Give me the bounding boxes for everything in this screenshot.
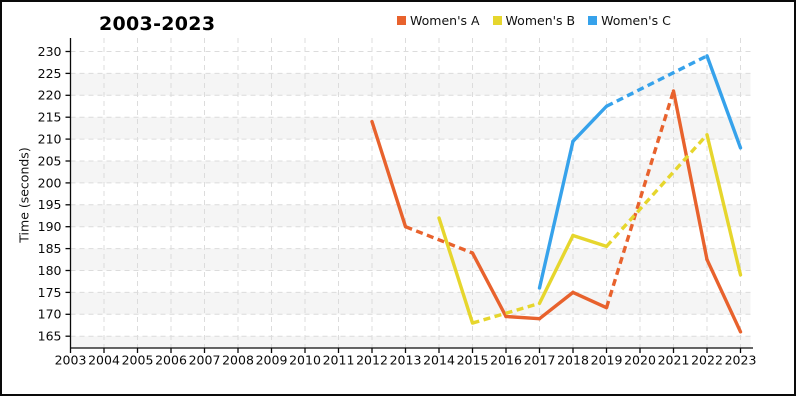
y-tick-label: 200 [38, 175, 62, 190]
x-tick-label: 2019 [591, 353, 623, 368]
women-s-b-solid-segment [437, 216, 475, 325]
y-axis-title: Time (seconds) [16, 147, 32, 243]
band [70, 292, 751, 315]
women-s-c-solid-segment [705, 54, 743, 150]
x-tick-label: 2013 [390, 353, 422, 368]
legend-swatch-womens-c [588, 16, 598, 25]
band [70, 248, 751, 271]
legend: Women's A Women's B Women's C [397, 13, 671, 28]
x-tick-label: 2010 [289, 353, 321, 368]
women-s-b-dashed-segment [605, 133, 709, 248]
women-s-a-solid-segment [671, 89, 709, 262]
women-s-a-dashed-segment [604, 90, 676, 309]
y-tick-label: 205 [38, 153, 62, 168]
tick-labels: 165 170 175 180 185 190 195 200 205 210 215 220 225 2… [38, 44, 757, 368]
legend-item-womens-c: Women's C [588, 13, 671, 28]
legend-label-womens-a: Women's A [410, 13, 480, 28]
x-tick-label: 2021 [658, 353, 690, 368]
women-s-a-solid-segment [537, 290, 575, 321]
legend-swatch-womens-b [492, 16, 502, 25]
x-tick-label: 2006 [155, 353, 187, 368]
y-tick-label: 185 [38, 241, 62, 256]
series-women-s-b [437, 133, 743, 325]
y-tick-label: 180 [38, 263, 62, 278]
women-s-b-solid-segment [571, 233, 609, 249]
x-tick-label: 2016 [490, 353, 522, 368]
series-women-s-c [537, 54, 743, 290]
women-s-a-solid-segment [705, 257, 743, 334]
x-tick-label: 2008 [222, 353, 254, 368]
x-tick-label: 2023 [725, 353, 757, 368]
x-tick-label: 2007 [189, 353, 221, 368]
x-tick-label: 2022 [691, 353, 723, 368]
women-s-b-solid-segment [537, 233, 575, 306]
background-bands [70, 73, 751, 348]
y-tick-label: 190 [38, 219, 62, 234]
x-tick-label: 2003 [55, 353, 87, 368]
legend-label-womens-b: Women's B [505, 13, 576, 28]
women-s-a-solid-segment [571, 290, 609, 310]
band [70, 161, 751, 183]
y-tick-label: 220 [38, 88, 62, 103]
women-s-b-solid-segment [705, 133, 743, 277]
y-tick-label: 170 [38, 307, 62, 322]
x-tick-label: 2020 [624, 353, 656, 368]
y-tick-label: 195 [38, 197, 62, 212]
women-s-c-dashed-segment [605, 54, 708, 108]
women-s-a-solid-segment [470, 251, 508, 319]
legend-item-womens-a: Women's A [397, 13, 480, 28]
gridlines [70, 38, 751, 348]
legend-item-womens-b: Women's B [492, 13, 576, 28]
band [70, 117, 751, 140]
y-tick-label: 210 [38, 132, 62, 147]
women-s-a-dashed-segment [404, 225, 474, 255]
chart-title: 2003-2023 [99, 13, 216, 35]
y-tick-label: 175 [38, 285, 62, 300]
x-tick-label: 2014 [423, 353, 455, 368]
axes [65, 38, 753, 353]
x-tick-label: 2018 [557, 353, 589, 368]
y-tick-label: 225 [38, 66, 62, 81]
y-tick-label: 215 [38, 110, 62, 125]
y-tick-label: 230 [38, 44, 62, 59]
band [70, 73, 751, 96]
women-s-c-solid-segment [537, 139, 575, 290]
x-tick-label: 2004 [88, 353, 120, 368]
legend-label-womens-c: Women's C [601, 13, 671, 28]
legend-swatch-womens-a [397, 16, 406, 25]
band [70, 204, 751, 227]
series-women-s-a [370, 89, 743, 334]
x-tick-label: 2005 [122, 353, 154, 368]
women-s-b-dashed-segment [472, 301, 540, 325]
y-tick-label: 165 [38, 329, 62, 344]
x-tick-label: 2012 [356, 353, 388, 368]
x-tick-label: 2009 [256, 353, 288, 368]
x-tick-label: 2017 [524, 353, 556, 368]
x-tick-label: 2011 [323, 353, 355, 368]
women-s-a-solid-segment [504, 314, 542, 321]
women-s-a-solid-segment [370, 119, 408, 229]
women-s-c-solid-segment [571, 104, 609, 143]
band [70, 336, 751, 348]
x-tick-label: 2015 [457, 353, 489, 368]
